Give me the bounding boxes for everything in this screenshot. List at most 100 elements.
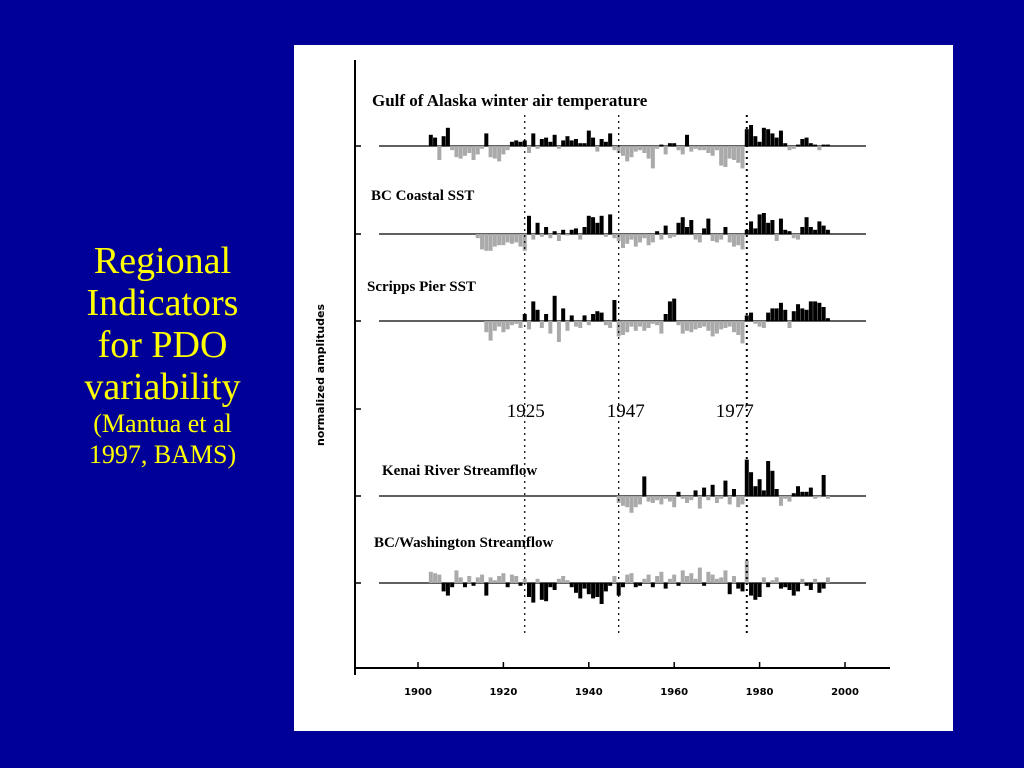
series-bar — [672, 298, 677, 321]
series-bar — [736, 321, 741, 335]
slide-title-line-2: Indicators — [86, 282, 239, 324]
series-bar — [689, 573, 694, 583]
series-bar — [685, 321, 690, 331]
series-bar — [548, 321, 553, 334]
series-bar — [655, 321, 660, 326]
series-bar — [561, 576, 566, 583]
series-bar — [710, 234, 715, 241]
series-bar — [608, 133, 613, 146]
series-bar — [727, 321, 732, 327]
series-bar — [693, 321, 698, 330]
series-group — [379, 560, 866, 604]
series-bar — [770, 308, 775, 321]
series-bar — [556, 321, 561, 342]
series-bar — [693, 490, 698, 496]
series-bar — [586, 215, 591, 234]
series-bar — [552, 134, 557, 146]
series-bar — [629, 321, 634, 327]
series-bar — [625, 496, 630, 508]
series-bar — [702, 228, 707, 234]
y-axis-label: normalized amplitudes — [314, 304, 327, 447]
series-bar — [445, 127, 450, 146]
series-bar — [770, 133, 775, 146]
series-bar — [719, 496, 724, 499]
series-bar — [800, 139, 805, 146]
slide-title-line-4: variability — [84, 366, 241, 408]
series-bar — [804, 217, 809, 234]
series-bar — [531, 301, 536, 321]
series-bar — [578, 143, 583, 146]
x-tick-label: 1920 — [489, 687, 517, 698]
series-bar — [492, 321, 497, 331]
series-bar — [501, 146, 506, 155]
series-bar — [437, 574, 442, 583]
series-bar — [825, 496, 830, 499]
series-bar — [714, 321, 719, 334]
series-bar — [629, 234, 634, 240]
series-bar — [774, 234, 779, 241]
series-bar — [441, 136, 446, 146]
series-bar — [714, 146, 719, 151]
series-group — [379, 213, 866, 251]
series-bar — [744, 459, 749, 496]
series-bar — [808, 227, 813, 234]
regime-year-label: 1947 — [607, 401, 645, 422]
series-bar — [672, 143, 677, 146]
series-bar — [723, 146, 728, 167]
series-bar — [509, 141, 514, 146]
series-bar — [488, 234, 493, 251]
series-bar — [620, 321, 625, 335]
series-bar — [757, 479, 762, 496]
series-bar — [578, 234, 583, 240]
series-bar — [749, 221, 754, 234]
series-bar — [565, 234, 570, 236]
series-bar — [433, 137, 438, 146]
series-bar — [697, 321, 702, 328]
series-bar — [518, 234, 523, 247]
series-bar — [817, 302, 822, 321]
series-bar — [821, 144, 826, 146]
series-bar — [655, 576, 660, 583]
series-bar — [633, 234, 638, 247]
series-bar — [475, 234, 480, 239]
series-bar — [612, 300, 617, 321]
series-group — [379, 295, 866, 344]
series-bar — [813, 229, 818, 234]
series-bar — [599, 215, 604, 234]
series-bar — [471, 583, 476, 586]
series-bar — [565, 321, 570, 331]
series-bar — [561, 308, 566, 321]
series-bar — [573, 583, 578, 593]
series-bar — [539, 321, 544, 328]
series-bar — [689, 220, 694, 234]
series-bar — [706, 218, 711, 234]
series-bar — [527, 146, 532, 153]
x-tick-label: 1980 — [746, 687, 774, 698]
series-bar — [808, 487, 813, 496]
series-bar — [774, 308, 779, 321]
series-bar — [719, 321, 724, 330]
series-bar — [548, 141, 553, 146]
series-bar — [821, 475, 826, 496]
series-bar — [633, 583, 638, 588]
series-bar — [586, 583, 591, 595]
series-bar — [612, 146, 617, 151]
series-bar — [685, 134, 690, 146]
series-group — [379, 125, 866, 169]
series-bar — [591, 583, 596, 599]
series-bar — [586, 321, 591, 326]
series-bar — [821, 307, 826, 321]
series-bar — [783, 229, 788, 234]
series-bar — [531, 583, 536, 603]
series-label: Scripps Pier SST — [367, 279, 476, 295]
series-bar — [620, 234, 625, 248]
series-bar — [663, 146, 668, 155]
series-bar — [454, 146, 459, 158]
series-bar — [706, 321, 711, 331]
figure-panel: 1900 1920 1940 1960 1980 2000 normalized ampli… — [294, 45, 953, 731]
series-bar — [569, 229, 574, 234]
series-bar — [723, 321, 728, 328]
series-bar — [697, 234, 702, 243]
series-bar — [480, 574, 485, 583]
series-bar — [676, 222, 681, 234]
